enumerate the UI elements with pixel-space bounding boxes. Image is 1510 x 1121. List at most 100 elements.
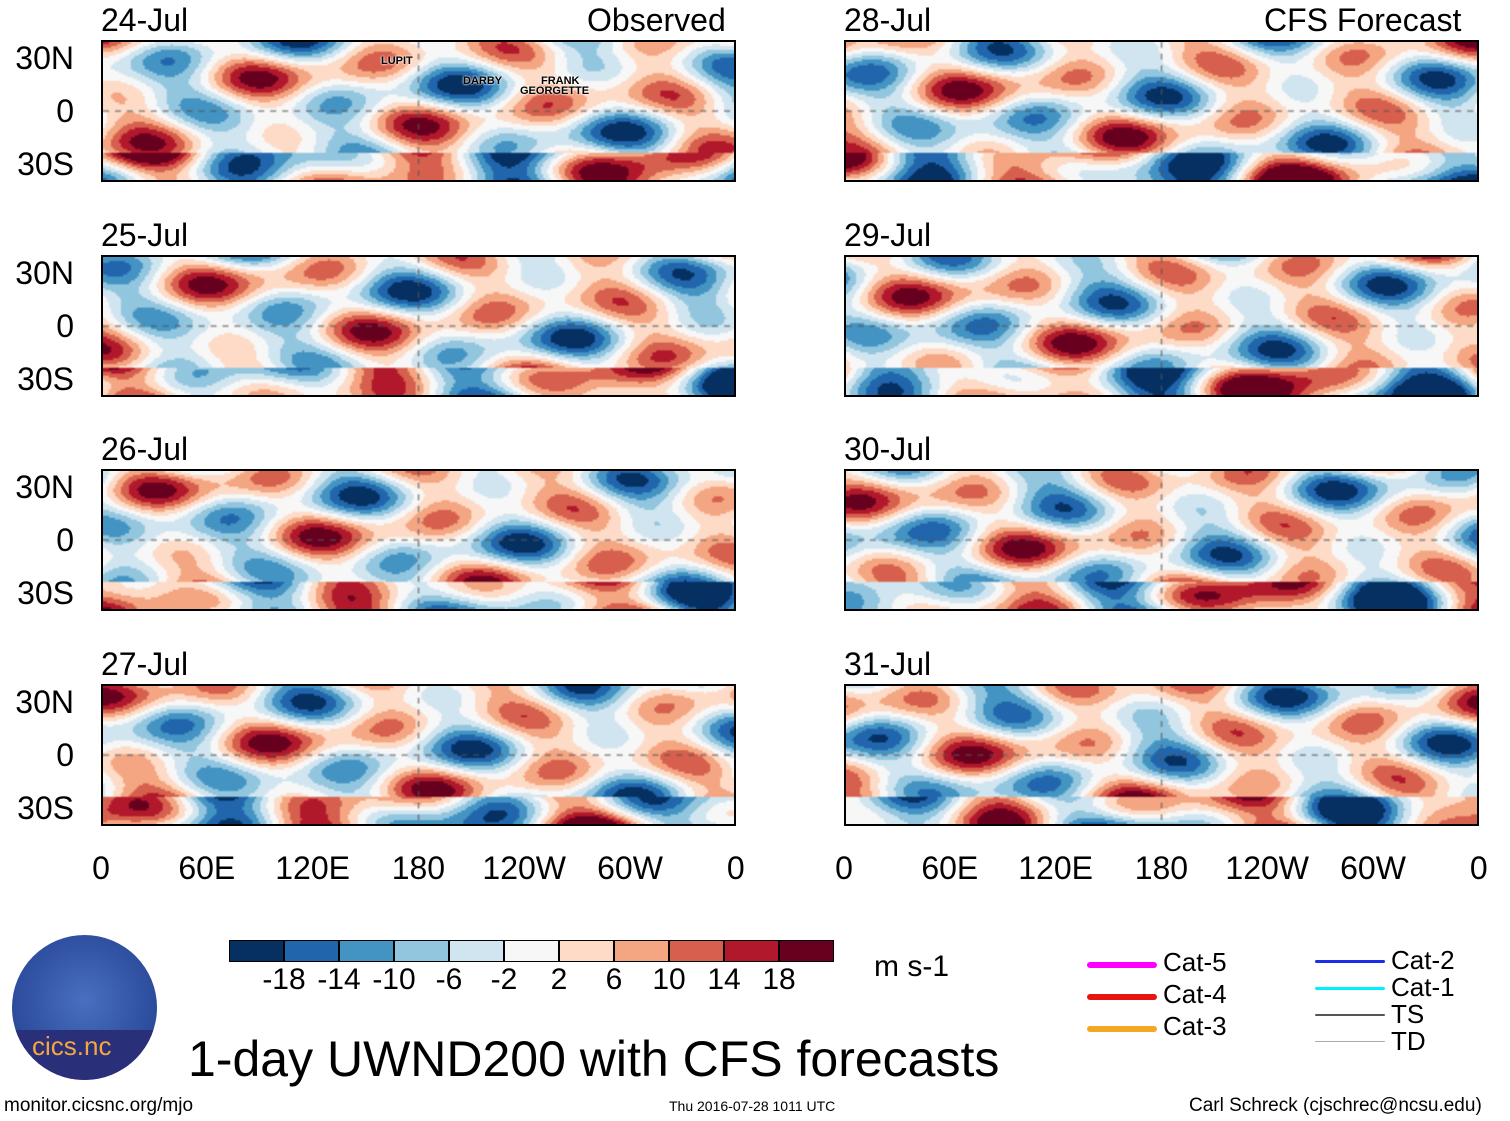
track-legend-label: Cat-4 bbox=[1163, 979, 1227, 1009]
y-tick-label: 0 bbox=[56, 737, 74, 773]
storm-label: GEORGETTE bbox=[520, 85, 590, 97]
map-panel bbox=[101, 684, 736, 826]
map-panel bbox=[844, 469, 1479, 611]
x-tick-label: 60E bbox=[178, 850, 236, 886]
wind-field bbox=[846, 471, 1477, 609]
track-legend-label: Cat-2 bbox=[1391, 945, 1455, 975]
colorbar-label: -18 bbox=[262, 963, 306, 996]
footer-url[interactable]: monitor.cicsnc.org/mjo bbox=[4, 1095, 194, 1116]
colorbar-label: -14 bbox=[317, 963, 361, 996]
panel-date: 30-Jul bbox=[844, 431, 932, 467]
logo-mountains bbox=[12, 1030, 157, 1080]
panel-date: 31-Jul bbox=[844, 646, 932, 682]
wind-field bbox=[103, 42, 734, 180]
wind-field bbox=[846, 257, 1477, 395]
map-panel bbox=[101, 469, 736, 611]
colorbar-swatch bbox=[779, 940, 834, 962]
x-tick-label: 180 bbox=[1134, 850, 1189, 886]
track-legend-line bbox=[1315, 1014, 1385, 1016]
x-tick-label: 0 bbox=[726, 850, 745, 886]
panel-date: 24-Jul bbox=[101, 2, 189, 38]
map-panel bbox=[101, 255, 736, 397]
x-tick-label: 0 bbox=[1469, 850, 1488, 886]
map-panel bbox=[844, 684, 1479, 826]
track-legend-label: TD bbox=[1391, 1026, 1426, 1056]
track-legend-line bbox=[1087, 962, 1157, 968]
map-panel bbox=[101, 40, 736, 182]
colorbar-label: -2 bbox=[490, 963, 518, 996]
colorbar-swatch bbox=[559, 940, 614, 962]
x-tick-label: 120E bbox=[1018, 850, 1093, 886]
wind-field bbox=[103, 686, 734, 824]
footer-timestamp: Thu 2016-07-28 1011 UTC bbox=[669, 1098, 836, 1114]
figure-title: 1-day UWND200 with CFS forecasts bbox=[188, 1031, 1000, 1087]
storm-label: LUPIT bbox=[381, 55, 413, 67]
colorbar-label: 18 bbox=[762, 963, 796, 996]
colorbar-swatch bbox=[284, 940, 339, 962]
wind-field bbox=[103, 257, 734, 395]
panel-date: 27-Jul bbox=[101, 646, 189, 682]
track-legend-label: Cat-1 bbox=[1391, 972, 1455, 1002]
colorbar-swatch bbox=[394, 940, 449, 962]
colorbar-swatch bbox=[229, 940, 284, 962]
colorbar-label: 6 bbox=[605, 963, 623, 996]
track-legend-line bbox=[1315, 960, 1385, 963]
colorbar-label: 14 bbox=[707, 963, 741, 996]
logo-text: cics.nc bbox=[32, 1031, 112, 1061]
storm-label: FRANK bbox=[541, 75, 580, 87]
x-tick-label: 0 bbox=[92, 850, 110, 886]
panel-date: 28-Jul bbox=[844, 2, 932, 38]
colorbar-label: -10 bbox=[372, 963, 416, 996]
wind-field bbox=[846, 42, 1477, 180]
colorbar-swatch bbox=[339, 940, 394, 962]
map-panel bbox=[844, 255, 1479, 397]
colorbar-label: -6 bbox=[435, 963, 463, 996]
y-tick-label: 30S bbox=[17, 146, 74, 182]
y-tick-label: 0 bbox=[56, 308, 74, 344]
y-tick-label: 30N bbox=[15, 255, 74, 291]
y-tick-label: 30N bbox=[15, 40, 74, 76]
y-tick-label: 0 bbox=[56, 522, 74, 558]
colorbar-swatch bbox=[614, 940, 669, 962]
x-tick-label: 120W bbox=[482, 850, 566, 886]
track-legend-label: Cat-5 bbox=[1163, 947, 1227, 977]
x-tick-label: 60E bbox=[921, 850, 979, 886]
colorbar-label: 2 bbox=[550, 963, 568, 996]
x-tick-label: 60W bbox=[1340, 850, 1406, 886]
y-tick-label: 30S bbox=[17, 361, 74, 397]
y-tick-label: 30S bbox=[17, 790, 74, 826]
colorbar-swatch bbox=[724, 940, 779, 962]
x-tick-label: 120W bbox=[1225, 850, 1309, 886]
x-tick-label: 180 bbox=[391, 850, 446, 886]
track-legend-line bbox=[1087, 1026, 1157, 1032]
wind-field bbox=[103, 471, 734, 609]
x-tick-label: 0 bbox=[835, 850, 853, 886]
y-tick-label: 30N bbox=[15, 684, 74, 720]
track-legend-label: Cat-3 bbox=[1163, 1011, 1227, 1041]
panel-date: 29-Jul bbox=[844, 217, 932, 253]
map-panel bbox=[844, 40, 1479, 182]
y-tick-label: 30S bbox=[17, 575, 74, 611]
track-legend-label: TS bbox=[1391, 999, 1425, 1029]
x-tick-label: 120E bbox=[275, 850, 350, 886]
track-legend-line bbox=[1087, 994, 1157, 1000]
track-legend-line bbox=[1315, 987, 1385, 990]
units-label: m s-1 bbox=[874, 950, 949, 983]
column-title-observed: Observed bbox=[587, 2, 726, 38]
wind-field bbox=[846, 686, 1477, 824]
panel-date: 26-Jul bbox=[101, 431, 189, 467]
colorbar-swatch bbox=[449, 940, 504, 962]
cics-logo: cics.nc bbox=[12, 935, 157, 1080]
colorbar-label: 10 bbox=[652, 963, 686, 996]
storm-label: DARBY bbox=[463, 75, 503, 87]
x-tick-label: 60W bbox=[597, 850, 663, 886]
column-title-forecast: CFS Forecast bbox=[1264, 2, 1462, 38]
colorbar-swatch bbox=[504, 940, 559, 962]
colorbar-swatch bbox=[669, 940, 724, 962]
track-legend-line bbox=[1315, 1041, 1385, 1042]
y-tick-label: 30N bbox=[15, 469, 74, 505]
panel-date: 25-Jul bbox=[101, 217, 189, 253]
footer-author: Carl Schreck (cjschrec@ncsu.edu) bbox=[1189, 1095, 1482, 1116]
y-tick-label: 0 bbox=[56, 93, 74, 129]
